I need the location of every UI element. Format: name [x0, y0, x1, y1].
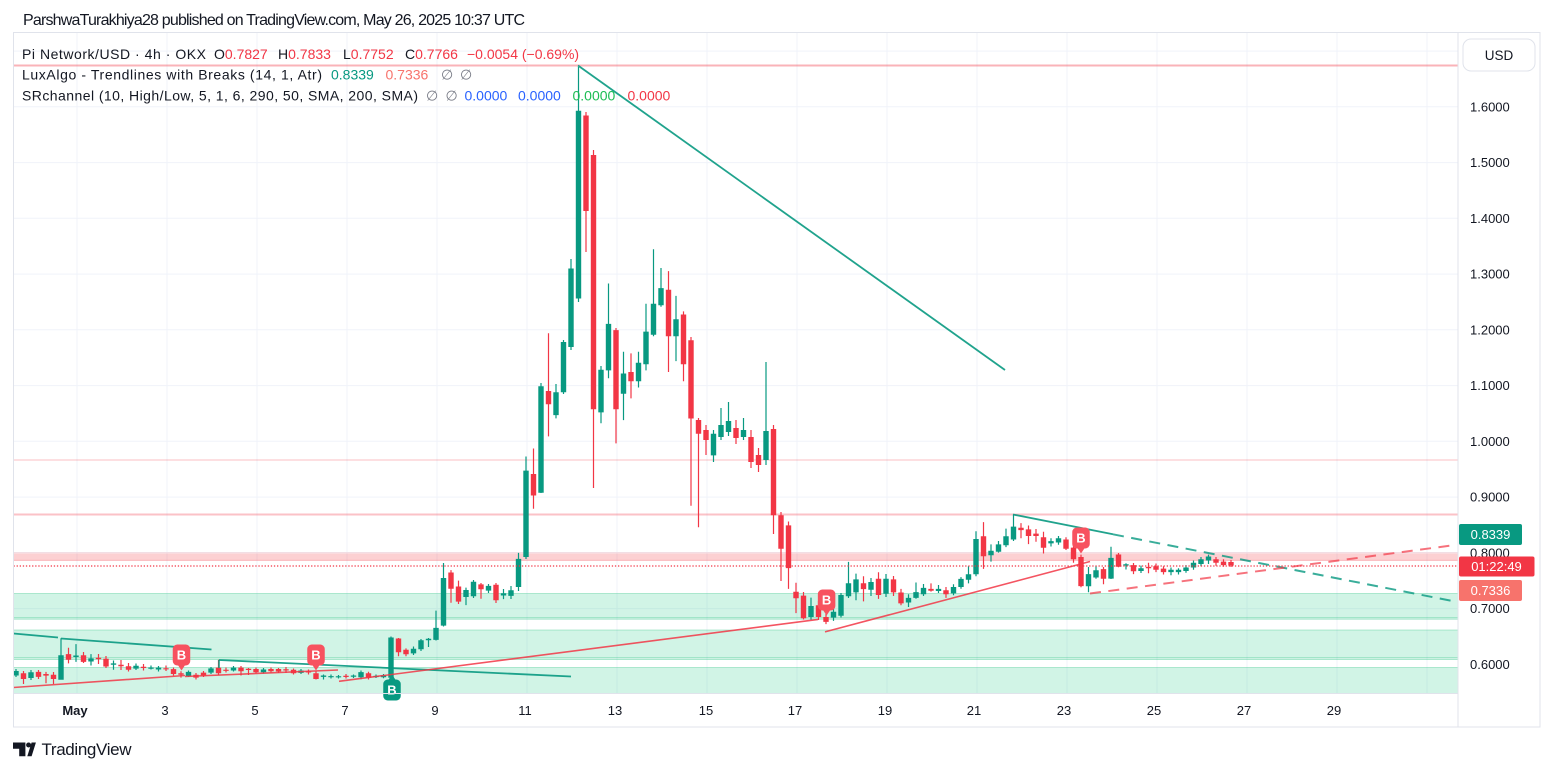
svg-text:0.7336: 0.7336 — [386, 67, 429, 83]
svg-text:B: B — [311, 648, 320, 663]
svg-text:21: 21 — [967, 703, 981, 718]
svg-text:ParshwaTurakhiya28 published o: ParshwaTurakhiya28 published on TradingV… — [23, 12, 525, 29]
svg-text:11: 11 — [518, 703, 532, 718]
svg-text:B: B — [822, 593, 831, 608]
svg-text:0.7336: 0.7336 — [1471, 583, 1511, 598]
svg-text:B: B — [387, 683, 396, 698]
svg-text:1.1000: 1.1000 — [1470, 378, 1510, 393]
svg-text:Pi Network/USD · 4h · OKX: Pi Network/USD · 4h · OKX — [22, 46, 207, 62]
svg-text:1.6000: 1.6000 — [1470, 99, 1510, 114]
svg-text:0.0000: 0.0000 — [628, 88, 671, 104]
svg-text:5: 5 — [251, 703, 258, 718]
svg-text:TradingView: TradingView — [42, 740, 133, 759]
svg-text:27: 27 — [1237, 703, 1251, 718]
svg-text:9: 9 — [431, 703, 438, 718]
svg-text:19: 19 — [878, 703, 892, 718]
svg-text:0.6000: 0.6000 — [1470, 657, 1510, 672]
svg-text:0.7000: 0.7000 — [1470, 601, 1510, 616]
svg-text:0.8339: 0.8339 — [331, 67, 374, 83]
svg-text:17: 17 — [788, 703, 802, 718]
svg-text:B: B — [1076, 531, 1085, 546]
svg-text:23: 23 — [1057, 703, 1071, 718]
svg-text:25: 25 — [1147, 703, 1161, 718]
svg-text:1.3000: 1.3000 — [1470, 267, 1510, 282]
svg-text:SRchannel (10, High/Low, 5, 1,: SRchannel (10, High/Low, 5, 1, 6, 290, 5… — [22, 88, 418, 104]
svg-text:−0.0054 (−0.69%): −0.0054 (−0.69%) — [467, 46, 579, 62]
svg-text:∅: ∅ — [446, 88, 458, 104]
svg-text:∅: ∅ — [441, 67, 453, 83]
svg-text:May: May — [62, 703, 88, 718]
svg-text:0.0000: 0.0000 — [573, 88, 616, 104]
svg-text:3: 3 — [161, 703, 168, 718]
svg-text:1.5000: 1.5000 — [1470, 155, 1510, 170]
svg-text:C0.7766: C0.7766 — [405, 46, 458, 62]
svg-text:29: 29 — [1327, 703, 1341, 718]
svg-text:H0.7833: H0.7833 — [278, 46, 331, 62]
svg-text:LuxAlgo - Trendlines with Brea: LuxAlgo - Trendlines with Breaks (14, 1,… — [22, 67, 322, 83]
svg-text:01:22:49: 01:22:49 — [1471, 559, 1522, 574]
svg-text:USD: USD — [1485, 48, 1514, 63]
svg-text:L0.7752: L0.7752 — [343, 46, 394, 62]
svg-text:13: 13 — [608, 703, 622, 718]
svg-text:7: 7 — [341, 703, 348, 718]
svg-text:∅: ∅ — [460, 67, 472, 83]
svg-text:15: 15 — [699, 703, 713, 718]
svg-text:0.0000: 0.0000 — [518, 88, 561, 104]
svg-text:1.0000: 1.0000 — [1470, 434, 1510, 449]
svg-text:∅: ∅ — [426, 88, 438, 104]
svg-text:1.4000: 1.4000 — [1470, 211, 1510, 226]
svg-text:1.2000: 1.2000 — [1470, 322, 1510, 337]
svg-text:0.0000: 0.0000 — [465, 88, 508, 104]
svg-text:O0.7827: O0.7827 — [214, 46, 268, 62]
svg-text:B: B — [177, 648, 186, 663]
svg-text:0.9000: 0.9000 — [1470, 490, 1510, 505]
svg-text:0.8339: 0.8339 — [1471, 527, 1511, 542]
